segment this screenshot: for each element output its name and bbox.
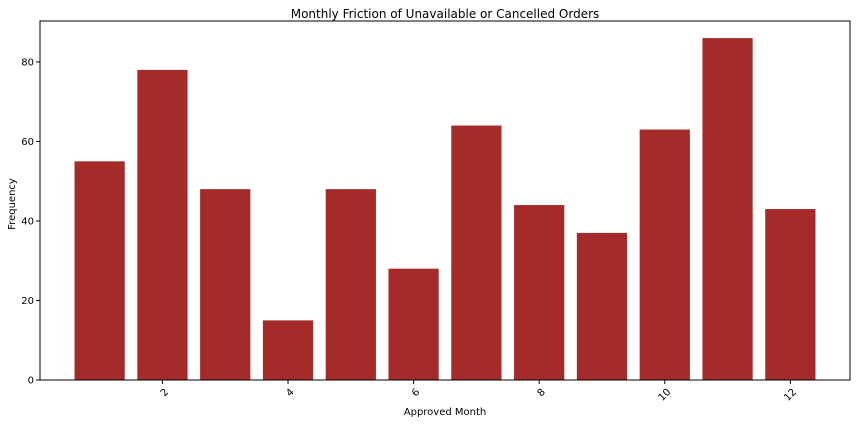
y-tick-label: 40	[21, 216, 34, 227]
bar-month-3	[200, 189, 251, 380]
chart-title: Monthly Friction of Unavailable or Cance…	[291, 7, 600, 21]
bar-month-10	[639, 129, 690, 380]
bar-month-7	[451, 125, 502, 380]
bars-group	[74, 38, 816, 381]
x-tick-label: 10	[657, 387, 674, 404]
bar-month-2	[137, 69, 188, 381]
y-axis-label: Frequency	[7, 178, 18, 230]
y-tick-label: 60	[21, 137, 34, 148]
bar-month-12	[765, 209, 816, 380]
y-tick-label: 20	[21, 296, 34, 307]
bar-month-6	[388, 268, 439, 380]
bar-month-5	[325, 189, 376, 380]
x-tick-label: 2	[159, 387, 171, 399]
y-tick-label: 80	[21, 57, 34, 68]
bar-month-4	[262, 320, 314, 380]
x-tick-label: 6	[410, 387, 422, 399]
x-tick-label: 12	[782, 387, 799, 404]
plot-frame	[39, 20, 851, 381]
bar-month-8	[514, 205, 565, 380]
bar-month-11	[702, 38, 753, 380]
x-tick-label: 8	[536, 387, 548, 399]
x-axis-label: Approved Month	[404, 407, 487, 418]
y-tick-label: 0	[28, 376, 34, 387]
x-tick-label: 4	[284, 387, 296, 399]
axes-group	[39, 20, 851, 381]
bar-month-9	[576, 232, 628, 380]
bar-month-1	[74, 161, 125, 380]
